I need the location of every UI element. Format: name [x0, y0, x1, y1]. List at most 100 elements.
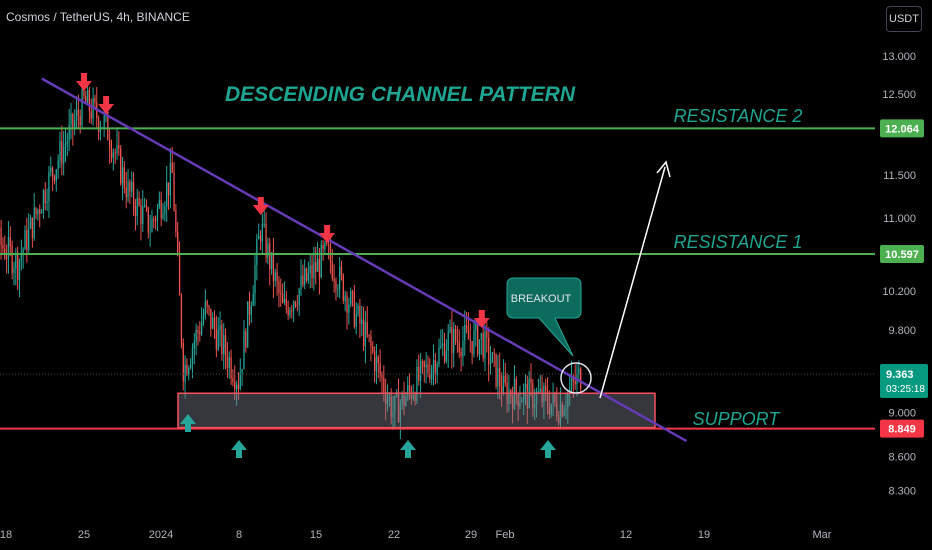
- candle-body: [315, 262, 317, 272]
- candle-body: [497, 367, 499, 387]
- candle-body: [254, 264, 256, 294]
- y-tick-label: 11.500: [883, 170, 916, 182]
- candle-body: [438, 347, 440, 365]
- candle-body: [545, 385, 547, 392]
- y-tick-label: 9.800: [888, 325, 916, 337]
- price-axis: 13.000 12.500 11.500 11.000 10.200 9.800 9.000…: [880, 51, 928, 498]
- candle-body: [35, 207, 37, 215]
- candle-body: [269, 243, 271, 269]
- candle-body: [383, 377, 385, 393]
- candle-body: [234, 382, 236, 390]
- candle-body: [280, 293, 282, 295]
- candle-body: [121, 167, 124, 184]
- candle-body: [320, 244, 322, 278]
- candle-body: [344, 295, 346, 301]
- currency-button[interactable]: USDT: [886, 6, 922, 32]
- candle-body: [120, 148, 122, 184]
- y-tick-label: 13.000: [882, 51, 916, 63]
- candle-body: [7, 237, 10, 259]
- candle-body: [502, 375, 505, 394]
- candle-body: [488, 337, 490, 365]
- candle-body: [66, 141, 68, 144]
- candle-body: [162, 213, 164, 219]
- x-tick-label: 29: [465, 529, 477, 541]
- candle-body: [513, 378, 516, 410]
- candle-body: [350, 291, 352, 305]
- y-tick-label: 8.300: [888, 486, 916, 498]
- candle-body: [274, 272, 276, 281]
- candle-body: [431, 368, 433, 380]
- candle-body: [140, 205, 142, 225]
- candle-body: [261, 223, 264, 242]
- candle-body: [385, 392, 387, 405]
- candle-body: [454, 328, 457, 342]
- candle-body: [340, 266, 343, 276]
- candle-body: [40, 211, 43, 214]
- candle-body: [304, 268, 306, 285]
- resistance-2-label: RESISTANCE 2: [674, 106, 803, 126]
- candle-body: [300, 275, 302, 290]
- candle-body: [580, 368, 582, 390]
- candle-body: [132, 181, 135, 206]
- candle-body: [333, 278, 335, 282]
- candle-body: [33, 207, 35, 239]
- candle-body: [167, 182, 170, 196]
- candle-body: [392, 412, 394, 418]
- candle-body: [134, 205, 137, 217]
- candle-body: [247, 301, 249, 348]
- candle-body: [399, 404, 402, 423]
- breakout-circle: [560, 362, 592, 394]
- candle-body: [289, 309, 291, 316]
- candle-body: [381, 374, 383, 378]
- candle-body: [175, 210, 177, 233]
- x-tick-label: 12: [620, 529, 632, 541]
- candle-body: [556, 401, 558, 417]
- level-price-tag: [880, 119, 924, 138]
- candle-body: [563, 410, 565, 416]
- candle-body: [291, 309, 293, 311]
- candle-body: [31, 217, 34, 239]
- candle-body: [20, 254, 22, 261]
- candle-body: [429, 373, 431, 380]
- candle-body: [149, 231, 151, 233]
- candle-body: [90, 111, 92, 119]
- horizontal-levels: [0, 127, 875, 430]
- candle-body: [197, 329, 199, 332]
- candle-body: [458, 342, 460, 352]
- down-arrow-icon: [76, 73, 92, 91]
- candle-body: [77, 109, 80, 117]
- candle-body: [204, 301, 206, 316]
- descending-trendline: [41, 77, 688, 443]
- support-label: SUPPORT: [693, 409, 782, 429]
- level-price-tag: [880, 419, 924, 438]
- candle-body: [372, 346, 374, 352]
- candle-body: [206, 301, 208, 306]
- down-arrow-icon: [319, 225, 336, 243]
- candle-body: [388, 396, 390, 399]
- candle-body: [239, 372, 241, 389]
- candle-body: [228, 357, 230, 368]
- candle-body: [39, 209, 41, 214]
- candle-body: [127, 181, 129, 198]
- candle-body: [188, 367, 190, 375]
- candle-body: [79, 116, 81, 126]
- candle-body: [578, 368, 580, 374]
- y-tick-label: 11.000: [883, 213, 916, 225]
- candle-body: [447, 332, 449, 352]
- candle-body: [0, 227, 2, 245]
- candle-body: [94, 97, 96, 103]
- candle-body: [460, 351, 462, 357]
- candle-body: [202, 315, 205, 323]
- candle-body: [235, 384, 238, 390]
- candle-body: [13, 268, 15, 274]
- candle-body: [42, 190, 45, 212]
- candle-body: [232, 378, 234, 383]
- level-price-tag: [880, 245, 924, 264]
- candle-body: [351, 291, 354, 293]
- candle-body: [267, 243, 269, 258]
- candle-body: [22, 249, 24, 255]
- candle-body: [272, 252, 275, 281]
- x-tick-label: 15: [310, 529, 322, 541]
- candle-body: [359, 306, 361, 325]
